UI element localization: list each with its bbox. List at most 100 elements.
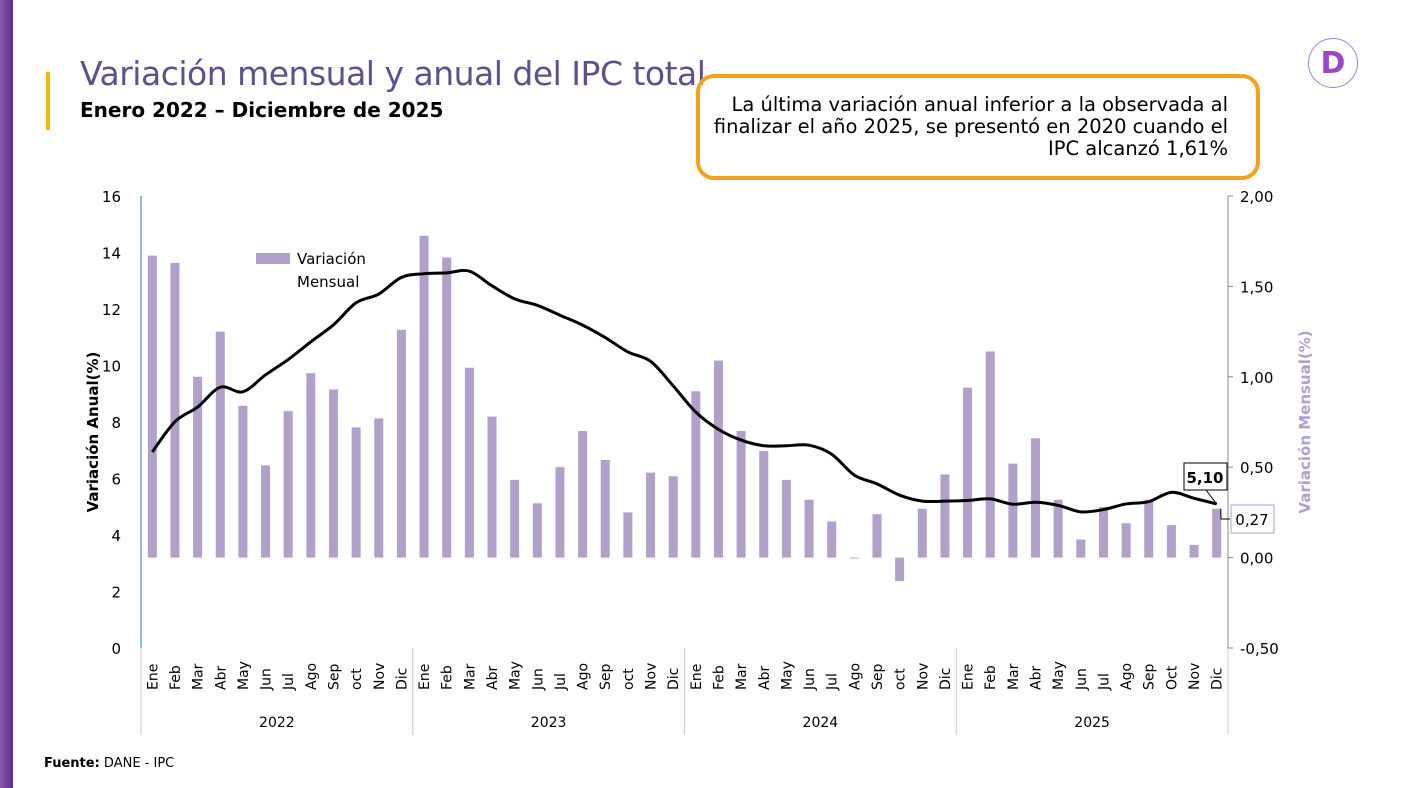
year-label: 2023: [531, 715, 567, 731]
month-label: Ago: [847, 663, 863, 690]
month-label: Jun: [1074, 668, 1090, 691]
month-label: Nov: [915, 663, 931, 690]
right-tick-label: 0,50: [1240, 459, 1273, 477]
annual-line: [151, 268, 1218, 514]
annual-callout-box: [1183, 462, 1228, 491]
right-tick-label: 0,00: [1240, 550, 1273, 568]
right-tick-label: 2,00: [1240, 188, 1273, 206]
legend-swatch: [256, 253, 290, 264]
monthly-bar: [578, 431, 588, 558]
year-label: 2025: [1074, 715, 1110, 731]
month-label: May: [236, 661, 252, 690]
year-label: 2024: [803, 715, 839, 731]
month-label: Jul: [553, 673, 569, 691]
monthly-bar: [374, 418, 384, 558]
monthly-bar: [555, 467, 565, 558]
month-label: Jun: [530, 668, 546, 691]
left-tick-label: 14: [102, 245, 121, 263]
month-label: Sep: [326, 664, 342, 691]
month-label: Ene: [689, 664, 705, 690]
monthly-bar: [170, 262, 180, 558]
left-tick-label: 10: [102, 358, 121, 376]
left-tick-label: 6: [111, 471, 121, 489]
month-label: Jul: [825, 673, 841, 691]
month-label: Ago: [576, 663, 592, 690]
monthly-bar: [985, 351, 995, 558]
monthly-bar: [691, 391, 701, 558]
monthly-bar: [1144, 499, 1154, 558]
month-label: oct: [893, 668, 909, 690]
page-subtitle: Enero 2022 – Diciembre de 2025: [80, 98, 444, 122]
left-tick-label: 12: [102, 301, 121, 319]
month-label: Jul: [281, 673, 297, 691]
callout-box: La última variación anual inferior a la …: [696, 74, 1260, 180]
month-label: Mar: [734, 663, 750, 690]
monthly-bar: [1212, 508, 1222, 558]
monthly-bar: [464, 367, 474, 558]
monthly-bar: [668, 476, 678, 558]
month-label: Abr: [1029, 666, 1045, 690]
monthly-callout-leader: [1220, 508, 1230, 520]
month-label: Sep: [598, 664, 614, 691]
side-decor-bar: [0, 0, 13, 788]
right-tick-label: 1,00: [1240, 369, 1273, 387]
monthly-bar: [238, 405, 248, 558]
monthly-bar: [283, 411, 293, 558]
source-note: Fuente: DANE - IPC: [44, 756, 174, 771]
monthly-bar: [736, 431, 746, 558]
monthly-bar: [306, 373, 316, 558]
month-label: May: [508, 661, 524, 690]
monthly-bar: [1189, 544, 1199, 558]
monthly-bar: [1008, 463, 1018, 558]
logo-letter: D: [1320, 45, 1346, 81]
month-label: Nov: [644, 663, 660, 690]
monthly-callout-value: 0,27: [1235, 511, 1268, 529]
monthly-bar: [804, 499, 814, 558]
monthly-bar: [1098, 506, 1108, 558]
month-label: Dic: [1210, 668, 1226, 690]
month-label: Jun: [259, 668, 275, 691]
title-accent-bar: [46, 72, 50, 130]
monthly-bar: [963, 387, 973, 558]
monthly-bar: [895, 557, 905, 582]
month-label: Oct: [1164, 665, 1180, 690]
left-tick-label: 0: [111, 640, 121, 658]
monthly-bar: [396, 329, 406, 558]
monthly-bar: [940, 474, 950, 558]
right-tick-label: 1,50: [1240, 278, 1273, 296]
month-label: Ene: [145, 664, 161, 690]
monthly-bar: [1053, 499, 1063, 558]
monthly-bar: [713, 360, 723, 558]
monthly-bar: [351, 427, 361, 558]
monthly-bar: [1031, 438, 1041, 558]
monthly-bar: [261, 465, 271, 558]
right-tick-label: -0,50: [1240, 640, 1279, 658]
month-label: Jul: [1096, 673, 1112, 691]
year-label: 2022: [259, 715, 295, 731]
monthly-bar: [917, 508, 927, 558]
annual-callout-value: 5,10: [1186, 469, 1223, 487]
month-label: May: [779, 661, 795, 690]
monthly-bar: [600, 459, 610, 558]
month-label: Abr: [213, 666, 229, 690]
source-value: DANE - IPC: [99, 756, 175, 771]
month-label: May: [1051, 661, 1067, 690]
monthly-bar: [1166, 525, 1176, 558]
month-label: Dic: [666, 668, 682, 690]
monthly-bar: [1076, 539, 1086, 558]
right-axis-title: Variación Mensual(%): [1296, 330, 1314, 513]
monthly-bar: [759, 450, 769, 558]
left-axis-title: Variación Anual(%): [84, 352, 102, 513]
month-label: oct: [621, 668, 637, 690]
monthly-bar: [193, 376, 203, 558]
month-label: Jun: [802, 668, 818, 691]
month-label: Dic: [938, 668, 954, 690]
left-tick-label: 16: [102, 188, 121, 206]
month-label: Feb: [440, 665, 456, 690]
month-label: Sep: [870, 664, 886, 691]
monthly-bar: [510, 479, 520, 558]
left-tick-label: 8: [111, 414, 121, 432]
month-label: Abr: [485, 666, 501, 690]
left-tick-label: 2: [111, 584, 121, 602]
